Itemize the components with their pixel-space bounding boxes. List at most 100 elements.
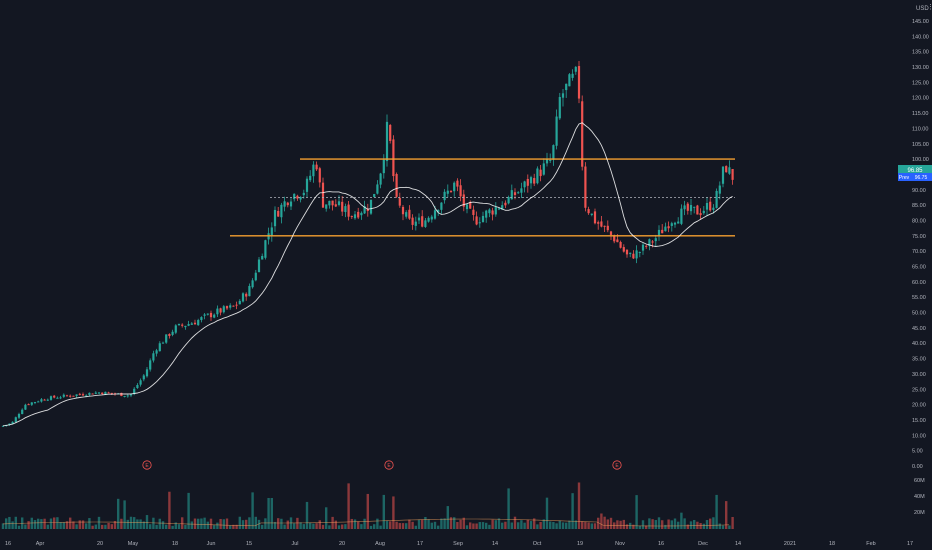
candle-body — [417, 217, 421, 221]
time-tick-label: Sep — [453, 541, 463, 547]
volume-bar — [331, 516, 334, 529]
volume-bar — [149, 524, 152, 529]
candle-body — [603, 225, 606, 227]
earnings-marker[interactable] — [612, 460, 622, 470]
candle-body — [363, 206, 366, 214]
candle-body — [171, 331, 174, 335]
volume-bar — [181, 517, 184, 529]
volume-bar — [520, 520, 523, 529]
overlay-lines[interactable] — [2, 122, 735, 527]
volume-bar — [712, 517, 715, 529]
volume-bar — [421, 519, 424, 529]
volume-bar — [193, 518, 197, 529]
volume-bar — [408, 519, 411, 529]
volume-bar — [283, 524, 286, 529]
prev-close-label: Prev — [899, 175, 910, 181]
candle-body — [165, 334, 168, 343]
volume-bar — [619, 520, 622, 529]
volume-bar — [277, 518, 280, 529]
volume-bar — [545, 497, 549, 529]
volume-bar — [446, 506, 449, 529]
volume-bar — [171, 525, 174, 529]
candle-body — [504, 202, 507, 206]
volume-bar — [293, 523, 296, 529]
candle-body — [238, 300, 241, 305]
volume-bar — [152, 517, 155, 529]
candle-body — [30, 402, 33, 405]
candle-body — [513, 192, 517, 195]
candle-body — [94, 392, 97, 394]
volume-bar — [88, 518, 91, 529]
volume-bar — [549, 521, 552, 529]
candle-body — [81, 394, 85, 396]
volume-bar — [513, 516, 517, 529]
volume-bar — [235, 524, 238, 529]
volume-bar — [555, 523, 558, 529]
candle-body — [181, 324, 184, 326]
candles — [1, 60, 734, 427]
candle-body — [21, 409, 24, 415]
moving-average-line[interactable] — [2, 122, 733, 427]
candle-body — [360, 212, 363, 216]
volume-bar — [689, 521, 693, 529]
volume-bar — [481, 522, 485, 529]
volume-bar — [635, 495, 638, 529]
price-tick-label: 65.00 — [912, 265, 926, 271]
volume-bar — [488, 524, 491, 529]
candle-body — [517, 192, 520, 194]
volume-bar — [197, 518, 200, 529]
candle-body — [78, 393, 81, 395]
volume-bar — [571, 493, 574, 529]
candle-body — [411, 217, 414, 225]
candle-body — [177, 323, 181, 326]
candle-body — [302, 192, 305, 196]
volume-bar — [27, 521, 30, 529]
volume-axis: 60M 40M 20M — [914, 478, 925, 516]
price-tick-label: 50.00 — [912, 311, 926, 317]
candle-body — [587, 209, 590, 214]
candle-body — [696, 205, 699, 215]
volume-bar — [11, 521, 14, 529]
candle-body — [225, 306, 229, 309]
candle-body — [693, 206, 696, 208]
candle-body — [395, 173, 398, 197]
volume-bar — [139, 519, 142, 529]
candle-body — [638, 252, 641, 254]
earnings-marker[interactable] — [142, 460, 152, 470]
volume-bar — [424, 516, 427, 529]
volume-bar — [606, 519, 609, 529]
candle-body — [539, 169, 542, 177]
volume-bar — [645, 525, 648, 529]
candle-body — [465, 204, 469, 210]
earnings-marker[interactable] — [384, 460, 394, 470]
price-tick-label: 135.00 — [912, 50, 929, 56]
volume-bar — [133, 517, 136, 529]
volume-bar — [174, 522, 177, 529]
volume-bar — [597, 517, 600, 529]
candle-body — [203, 314, 206, 316]
price-axis[interactable]: 145.00 140.00 135.00 130.00 125.00 120.00 115.… — [912, 19, 929, 470]
volume-bar — [385, 520, 389, 529]
volume-bar — [721, 525, 725, 529]
candle-body — [600, 221, 603, 227]
candle-body — [401, 206, 405, 215]
candle-body — [222, 306, 225, 313]
volume-bar — [465, 525, 469, 529]
candle-body — [501, 205, 504, 210]
candle-body — [241, 293, 245, 302]
settings-icon[interactable]: ⋮ — [927, 4, 932, 11]
volume-bar — [494, 520, 497, 529]
candle-body — [27, 404, 30, 406]
volume-bar — [507, 488, 510, 529]
candle-body — [261, 255, 264, 260]
candle-body — [273, 209, 277, 227]
price-tick-label: 85.00 — [912, 203, 926, 209]
candle-body — [161, 342, 165, 344]
time-axis[interactable]: 16 Apr 20 May 18 Jun 15 Jul 20 Aug 17 Sep 14 Oct 19 Nov… — [5, 541, 913, 547]
volume-tick-label: 20M — [914, 510, 925, 516]
candle-body — [641, 244, 645, 251]
time-tick-label: 14 — [492, 541, 498, 547]
candle-body — [689, 205, 693, 212]
